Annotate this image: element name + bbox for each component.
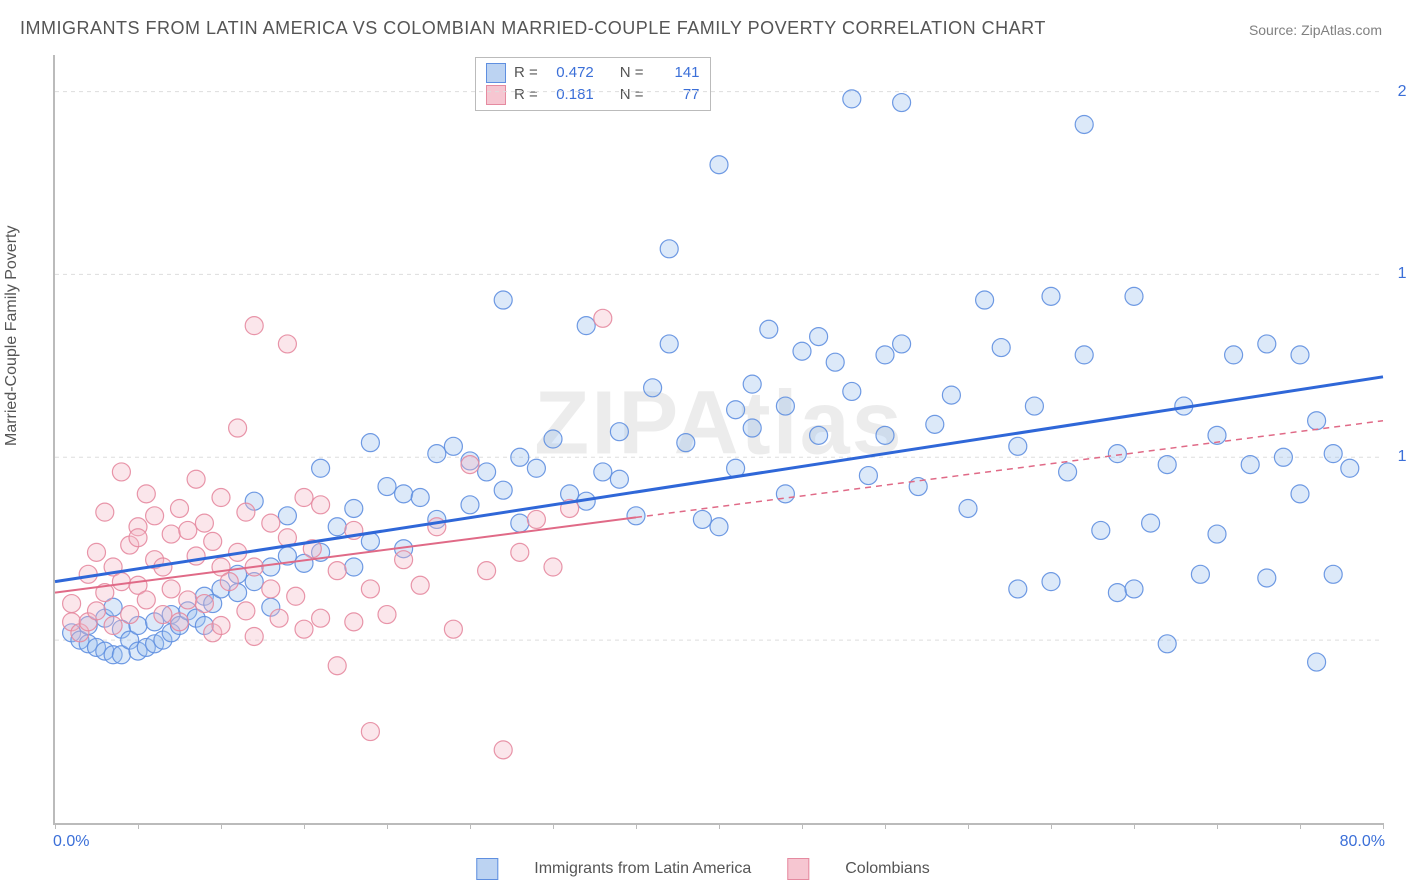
source-label: Source: ZipAtlas.com xyxy=(1249,22,1382,38)
bottom-legend: Immigrants from Latin America Colombians xyxy=(476,858,929,880)
trend-line xyxy=(55,377,1383,582)
y-tick-label: 10.0% xyxy=(1388,448,1406,466)
legend-swatch-0 xyxy=(476,858,498,880)
x-tick-max: 80.0% xyxy=(1340,833,1385,851)
y-tick-label: 15.0% xyxy=(1388,265,1406,283)
legend-label-1: Colombians xyxy=(845,860,929,878)
plot-area: ZIPAtlas R = 0.472 N = 141 R = 0.181 N =… xyxy=(53,55,1383,825)
legend-label-0: Immigrants from Latin America xyxy=(534,860,751,878)
legend-swatch-1 xyxy=(787,858,809,880)
y-tick-label: 20.0% xyxy=(1388,83,1406,101)
y-axis-label: Married-Couple Family Poverty xyxy=(3,225,21,446)
source-link[interactable]: ZipAtlas.com xyxy=(1301,22,1382,38)
trend-line xyxy=(55,517,636,592)
y-tick-label: 5.0% xyxy=(1388,631,1406,649)
trend-layer xyxy=(55,55,1383,823)
chart-title: IMMIGRANTS FROM LATIN AMERICA VS COLOMBI… xyxy=(20,18,1046,39)
x-tick-min: 0.0% xyxy=(53,833,89,851)
